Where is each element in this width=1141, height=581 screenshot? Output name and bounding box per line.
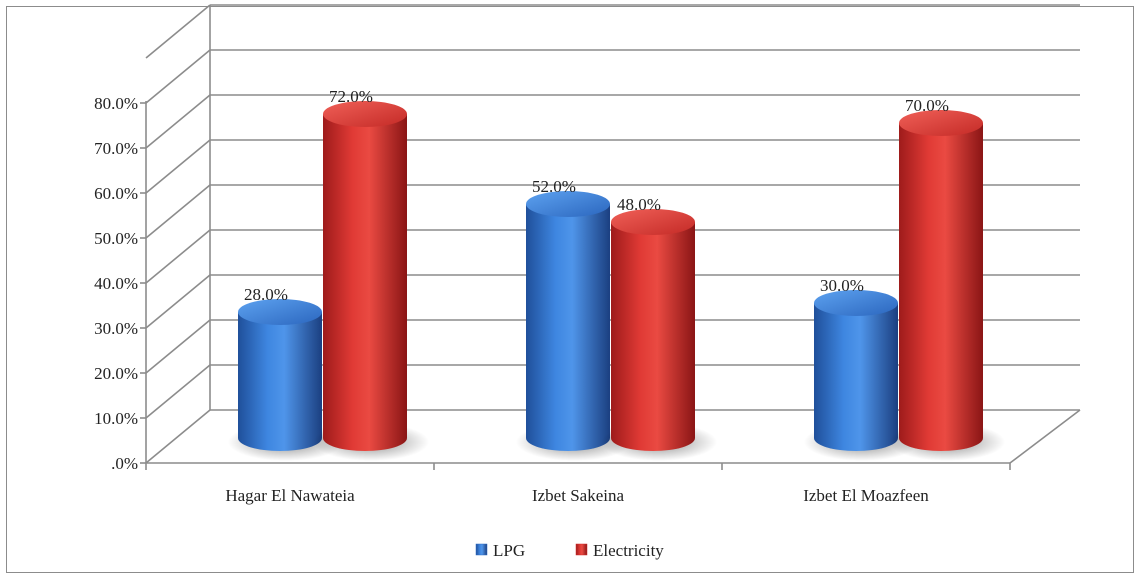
y-tick-label: 40.0% [94, 274, 138, 293]
data-label: 48.0% [617, 195, 661, 214]
side-wall-gridline [145, 229, 211, 284]
side-wall-gridline [145, 364, 211, 419]
bar-electricity-1 [313, 101, 429, 461]
y-tick-label: 70.0% [94, 139, 138, 158]
side-wall-gridline [145, 274, 211, 329]
side-wall-gridline [145, 4, 211, 59]
y-tick-label: 50.0% [94, 229, 138, 248]
legend-label-electricity: Electricity [593, 541, 664, 560]
side-wall-gridline [145, 49, 211, 104]
x-category-label: Hagar El Nawateia [225, 486, 355, 505]
legend-swatch-electricity [575, 543, 588, 556]
data-label: 72.0% [329, 87, 373, 106]
y-tick-label: 10.0% [94, 409, 138, 428]
bar-electricity-2 [601, 209, 717, 461]
data-label: 30.0% [820, 276, 864, 295]
y-tick-label: 20.0% [94, 364, 138, 383]
data-label: 52.0% [532, 177, 576, 196]
y-tick-label: 30.0% [94, 319, 138, 338]
side-wall-gridline [145, 184, 211, 239]
floor-edge [1009, 409, 1081, 464]
side-wall-gridline [145, 139, 211, 194]
y-tick-label: .0% [111, 454, 138, 473]
side-wall-gridline [145, 319, 211, 374]
data-label: 70.0% [905, 96, 949, 115]
side-wall-gridline [145, 94, 211, 149]
x-category-label: Izbet El Moazfeen [803, 486, 929, 505]
y-tick-label: 60.0% [94, 184, 138, 203]
legend-swatch-lpg [475, 543, 488, 556]
data-label: 28.0% [244, 285, 288, 304]
bar-lpg-3 [804, 290, 920, 461]
bar-electricity-3 [889, 110, 1005, 461]
bar-lpg-1 [228, 299, 344, 461]
bar-lpg-2 [516, 191, 632, 461]
legend-label-lpg: LPG [493, 541, 525, 560]
side-wall-gridline [145, 409, 211, 464]
y-tick-label: 80.0% [94, 94, 138, 113]
x-category-label: Izbet Sakeina [532, 486, 624, 505]
